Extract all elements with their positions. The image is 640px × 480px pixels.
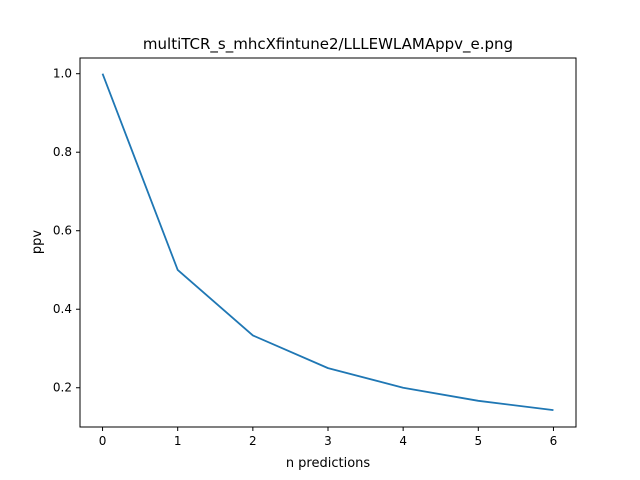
x-axis: 0 1 2 3 4 5 6 (99, 427, 558, 448)
y-axis: 0.2 0.4 0.6 0.8 1.0 (53, 67, 80, 395)
chart-title: multiTCR_s_mhcXfintune2/LLLEWLAMAppv_e.p… (143, 35, 513, 54)
x-axis-label: n predictions (286, 456, 371, 471)
y-tick-label: 0.2 (53, 381, 72, 395)
y-tick-label: 1.0 (53, 67, 72, 81)
series-layer (101, 73, 554, 412)
series-line (101, 73, 554, 412)
x-tick-label: 2 (249, 434, 257, 448)
y-axis-label: ppv (30, 230, 45, 255)
plot-area (79, 57, 577, 428)
y-tick-label: 0.8 (53, 145, 72, 159)
y-tick-label: 0.4 (53, 302, 72, 316)
x-tick-label: 0 (99, 434, 107, 448)
y-tick-label: 0.6 (53, 224, 72, 238)
x-tick-label: 4 (399, 434, 407, 448)
x-tick-label: 5 (474, 434, 482, 448)
x-tick-label: 1 (174, 434, 182, 448)
x-tick-label: 6 (550, 434, 558, 448)
x-tick-label: 3 (324, 434, 332, 448)
